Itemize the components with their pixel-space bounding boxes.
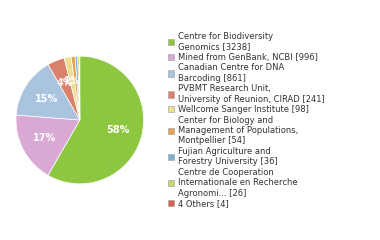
Wedge shape — [48, 56, 144, 184]
Wedge shape — [16, 65, 80, 120]
Wedge shape — [71, 56, 80, 120]
Text: 15%: 15% — [35, 94, 58, 104]
Text: 17%: 17% — [33, 133, 56, 144]
Wedge shape — [75, 56, 80, 120]
Text: 58%: 58% — [106, 125, 130, 135]
Wedge shape — [78, 56, 80, 120]
Legend: Centre for Biodiversity
Genomics [3238], Mined from GenBank, NCBI [996], Canadia: Centre for Biodiversity Genomics [3238],… — [168, 32, 325, 208]
Text: 1%: 1% — [64, 76, 81, 86]
Wedge shape — [48, 58, 80, 120]
Wedge shape — [64, 57, 80, 120]
Text: 4%: 4% — [57, 78, 73, 88]
Wedge shape — [16, 115, 80, 175]
